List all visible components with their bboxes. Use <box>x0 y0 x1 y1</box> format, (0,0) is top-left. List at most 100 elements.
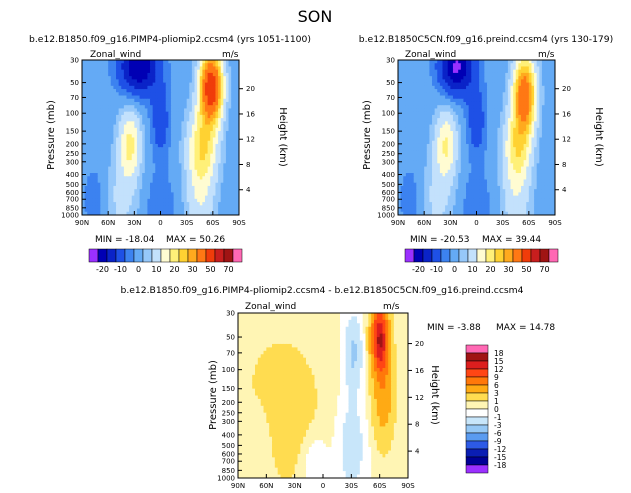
heatmap-cell <box>518 98 522 103</box>
heatmap-cell <box>108 166 112 171</box>
heatmap-cell <box>450 108 454 113</box>
heatmap-cell <box>228 85 232 90</box>
heatmap-cell <box>236 101 240 106</box>
heatmap-cell <box>165 98 169 103</box>
heatmap-cell <box>507 89 512 93</box>
heatmap-cell <box>403 66 407 71</box>
heatmap-cell <box>439 108 443 113</box>
heatmap-cell <box>429 150 433 155</box>
heatmap-cell <box>432 137 436 142</box>
heatmap-cell <box>531 82 535 87</box>
heatmap-cell <box>484 79 488 84</box>
heatmap-cell <box>207 79 211 84</box>
heatmap-cell <box>121 169 125 174</box>
heatmap-cell <box>191 198 196 203</box>
heatmap-cell <box>168 101 172 106</box>
heatmap-cell <box>437 137 441 142</box>
heatmap-cell <box>123 143 127 148</box>
heatmap-cell <box>160 208 164 213</box>
heatmap-cell <box>186 182 190 187</box>
heatmap-cell <box>212 153 216 158</box>
colorbar-swatch <box>106 248 117 263</box>
heatmap-cell <box>408 134 412 138</box>
heatmap-cell <box>452 166 457 171</box>
heatmap-cell <box>197 118 201 122</box>
heatmap-cell <box>518 85 522 90</box>
heatmap-cell <box>215 76 219 80</box>
heatmap-cell <box>155 143 159 148</box>
heatmap-cell <box>204 76 209 80</box>
heatmap-cell <box>233 69 237 74</box>
heatmap-cell <box>539 118 543 122</box>
y-tick-label: 600 <box>66 189 79 197</box>
heatmap-cell <box>500 150 504 155</box>
heatmap-cell <box>191 156 196 161</box>
heatmap-cell <box>403 69 407 74</box>
heatmap-cell <box>89 69 93 74</box>
heatmap-cell <box>116 140 120 145</box>
heatmap-cell <box>411 108 415 113</box>
heatmap-cell <box>445 137 449 142</box>
heatmap-cell <box>168 160 172 164</box>
heatmap-cell <box>513 101 517 106</box>
heatmap-cell <box>468 85 472 90</box>
heatmap-cell <box>447 63 451 67</box>
heatmap-cell <box>481 134 485 138</box>
heatmap-cell <box>424 160 428 164</box>
heatmap-cell <box>220 63 224 67</box>
heatmap-cell <box>500 69 504 74</box>
heatmap-cell <box>398 143 402 148</box>
heatmap-cell <box>110 179 114 184</box>
heatmap-cell <box>489 108 493 113</box>
colorbar-swatch <box>178 248 189 263</box>
heatmap-cell <box>233 211 237 216</box>
heatmap-cell <box>97 69 101 74</box>
heatmap-cell <box>202 69 206 74</box>
heatmap-cell <box>142 192 146 197</box>
heatmap-cell <box>418 160 423 164</box>
panel-1-ylabel: Pressure (mb) <box>46 100 57 170</box>
heatmap-cell <box>398 66 402 71</box>
heatmap-cell <box>142 95 146 100</box>
heatmap-cell <box>442 150 446 155</box>
heatmap-cell <box>202 192 206 197</box>
heatmap-cell <box>413 63 417 67</box>
heatmap-cell <box>492 69 496 74</box>
heatmap-cell <box>405 79 409 84</box>
heatmap-cell <box>129 153 133 158</box>
heatmap-cell <box>116 121 120 126</box>
heatmap-cell <box>500 76 504 80</box>
heatmap-cell <box>223 95 227 100</box>
heatmap-cell <box>520 72 525 77</box>
heatmap-cell <box>460 156 464 161</box>
heatmap-cell <box>494 66 498 71</box>
heatmap-cell <box>215 89 219 93</box>
heatmap-cell <box>510 127 514 132</box>
heatmap-cell <box>121 131 125 135</box>
heatmap-cell <box>536 95 540 100</box>
heatmap-cell <box>95 108 99 113</box>
heatmap-cell <box>87 137 91 142</box>
heatmap-cell <box>102 108 107 113</box>
heatmap-cell <box>189 66 193 71</box>
heatmap-cell <box>489 92 493 97</box>
heatmap-cell <box>210 121 214 126</box>
heatmap-cell <box>531 150 535 155</box>
heatmap-cell <box>121 205 125 210</box>
heatmap-cell <box>126 211 130 216</box>
heatmap-cell <box>139 114 143 119</box>
heatmap-cell <box>494 105 498 109</box>
heatmap-cell <box>236 98 240 103</box>
heatmap-cell <box>413 134 417 138</box>
heatmap-cell <box>181 143 185 148</box>
heatmap-cell <box>168 89 172 93</box>
heatmap-cell <box>455 137 459 142</box>
heatmap-cell <box>541 127 546 132</box>
heatmap-cell <box>476 156 480 161</box>
heatmap-cell <box>152 189 156 193</box>
heatmap-cell <box>152 169 156 174</box>
heatmap-cell <box>113 169 117 174</box>
heatmap-cell <box>157 121 161 126</box>
heatmap-cell <box>95 189 99 193</box>
colorbar-swatch <box>160 248 171 263</box>
